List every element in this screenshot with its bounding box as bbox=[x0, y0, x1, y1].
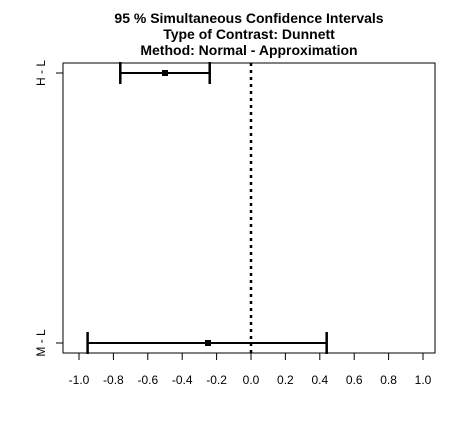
x-tick-label: -0.8 bbox=[103, 373, 124, 387]
plot-area-frame bbox=[62, 62, 436, 354]
chart-title-line-3: Method: Normal - Approximation bbox=[140, 42, 357, 58]
x-tick-label: 1.0 bbox=[415, 373, 432, 387]
x-tick-label: 0.6 bbox=[346, 373, 363, 387]
x-tick-label: 0.8 bbox=[380, 373, 397, 387]
interval-1 bbox=[86, 332, 328, 354]
chart-title-line-1: 95 % Simultaneous Confidence Intervals bbox=[114, 10, 383, 26]
x-tick-label: 0.4 bbox=[311, 373, 328, 387]
x-tick-label: -1.0 bbox=[69, 373, 90, 387]
y-tick-label: M - L bbox=[34, 329, 48, 357]
y-tick-label: H - L bbox=[34, 60, 48, 86]
chart-title-line-2: Type of Contrast: Dunnett bbox=[163, 26, 335, 42]
chart-title: 95 % Simultaneous Confidence Intervals T… bbox=[114, 10, 383, 58]
x-tick-label: 0.2 bbox=[277, 373, 294, 387]
y-axis: H - L M - L bbox=[34, 60, 63, 357]
x-tick-label: -0.2 bbox=[206, 373, 227, 387]
x-tick-label: -0.4 bbox=[172, 373, 193, 387]
x-tick-label: -0.6 bbox=[137, 373, 158, 387]
interval-estimate-point bbox=[162, 70, 168, 76]
x-tick-label: 0.0 bbox=[243, 373, 260, 387]
x-axis: -1.0 -0.8 -0.6 -0.4 -0.2 0.0 0.2 0.4 0.6 0.8 1.0 bbox=[69, 353, 432, 387]
interval-estimate-point bbox=[205, 340, 211, 346]
interval-0 bbox=[119, 62, 211, 84]
intervals-group bbox=[86, 62, 328, 354]
